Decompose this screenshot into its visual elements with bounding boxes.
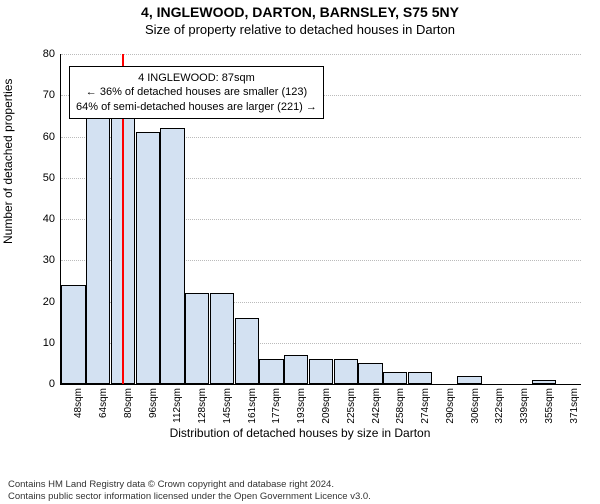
annotation-box: 4 INGLEWOOD: 87sqm ← 36% of detached hou… — [69, 66, 324, 119]
x-tick-label: 177sqm — [271, 388, 282, 424]
histogram-bar — [334, 359, 358, 384]
x-tick-label: 339sqm — [519, 388, 530, 424]
histogram-bar — [259, 359, 283, 384]
chart-container: Number of detached properties 0102030405… — [0, 44, 600, 444]
y-tick-label: 20 — [43, 296, 55, 308]
x-tick-label: 322sqm — [494, 388, 505, 424]
y-tick-label: 10 — [43, 337, 55, 349]
x-tick-label: 161sqm — [247, 388, 258, 424]
y-tick-label: 0 — [49, 378, 55, 390]
histogram-bar — [185, 293, 209, 384]
x-tick-label: 306sqm — [470, 388, 481, 424]
x-tick-label: 290sqm — [445, 388, 456, 424]
footer-attribution: Contains HM Land Registry data © Crown c… — [8, 479, 371, 502]
x-tick-label: 96sqm — [148, 388, 159, 418]
x-axis-label: Distribution of detached houses by size … — [170, 426, 431, 440]
histogram-bar — [532, 380, 556, 384]
histogram-bar — [235, 318, 259, 384]
x-tick-label: 112sqm — [172, 388, 183, 423]
histogram-bar — [408, 372, 432, 384]
histogram-bar — [160, 128, 184, 384]
x-tick-label: 225sqm — [346, 388, 357, 424]
x-tick-label: 64sqm — [98, 388, 109, 418]
y-axis-label: Number of detached properties — [1, 79, 15, 244]
y-tick-label: 40 — [43, 213, 55, 225]
histogram-bar — [86, 108, 110, 384]
y-tick-label: 50 — [43, 172, 55, 184]
x-tick-label: 80sqm — [123, 388, 134, 418]
x-tick-label: 209sqm — [321, 388, 332, 424]
x-tick-label: 193sqm — [296, 388, 307, 424]
y-tick-label: 60 — [43, 131, 55, 143]
histogram-bar — [358, 363, 382, 384]
x-tick-label: 355sqm — [544, 388, 555, 424]
x-tick-label: 371sqm — [569, 388, 580, 424]
footer-line2: Contains public sector information licen… — [8, 491, 371, 502]
y-tick-label: 30 — [43, 254, 55, 266]
histogram-bar — [61, 285, 85, 384]
page-subtitle: Size of property relative to detached ho… — [0, 22, 600, 37]
page-title: 4, INGLEWOOD, DARTON, BARNSLEY, S75 5NY — [0, 4, 600, 20]
histogram-bar — [284, 355, 308, 384]
gridline — [61, 54, 581, 55]
footer-line1: Contains HM Land Registry data © Crown c… — [8, 479, 371, 490]
x-tick-label: 274sqm — [420, 388, 431, 424]
x-tick-label: 48sqm — [73, 388, 84, 418]
histogram-bar — [457, 376, 481, 384]
annot-line3: 64% of semi-detached houses are larger (… — [76, 100, 317, 114]
histogram-bar — [309, 359, 333, 384]
plot-area: 0102030405060708048sqm64sqm80sqm96sqm112… — [60, 54, 581, 385]
annot-line1: 4 INGLEWOOD: 87sqm — [76, 71, 317, 85]
x-tick-label: 242sqm — [371, 388, 382, 424]
x-tick-label: 258sqm — [395, 388, 406, 424]
y-tick-label: 70 — [43, 89, 55, 101]
x-tick-label: 128sqm — [197, 388, 208, 424]
histogram-bar — [136, 132, 160, 384]
x-tick-label: 145sqm — [222, 388, 233, 424]
y-tick-label: 80 — [43, 48, 55, 60]
histogram-bar — [210, 293, 234, 384]
histogram-bar — [383, 372, 407, 384]
annot-line2: ← 36% of detached houses are smaller (12… — [76, 85, 317, 99]
